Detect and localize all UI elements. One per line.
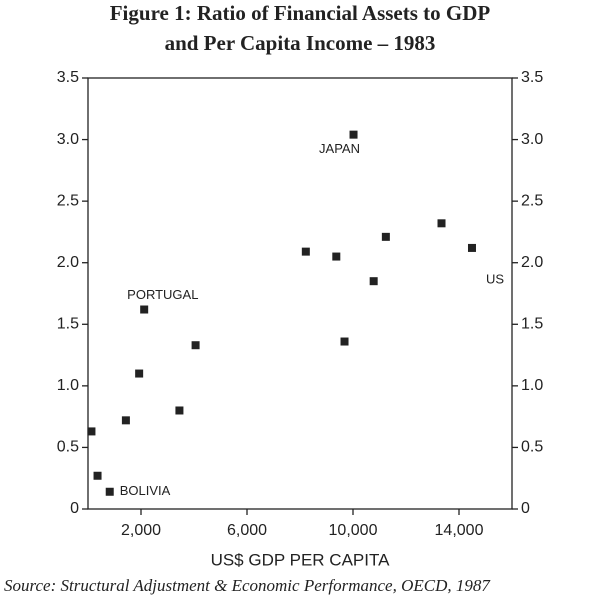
y2-tick-label: 2.5 <box>521 192 543 209</box>
y2-tick-label: 3.0 <box>521 131 543 148</box>
point <box>467 243 476 252</box>
point-label: BOLIVIA <box>120 483 171 498</box>
point <box>121 416 130 425</box>
point <box>369 277 378 286</box>
source-note: Source: Structural Adjustment & Economic… <box>4 576 491 595</box>
y2-tick-label: 0 <box>521 500 530 517</box>
y2-tick-label: 1.5 <box>521 316 543 333</box>
point-label: US <box>486 271 504 286</box>
x-tick-label: 2,000 <box>121 522 161 539</box>
y2-tick-label: 3.5 <box>521 69 543 86</box>
y2-tick-label: 0.5 <box>521 439 543 456</box>
x-tick-label: 10,000 <box>329 522 378 539</box>
point <box>175 406 184 415</box>
x-axis-label: US$ GDP PER CAPITA <box>211 550 391 569</box>
point <box>140 305 149 314</box>
point-label: JAPAN <box>319 141 360 156</box>
y2-tick-label: 1.0 <box>521 377 543 394</box>
plot-frame <box>87 77 513 510</box>
y-tick-label: 0 <box>70 500 79 517</box>
chart-title: and Per Capita Income – 1983 <box>165 31 436 55</box>
x-tick-label: 6,000 <box>227 522 267 539</box>
y-tick-label: 0.5 <box>57 439 79 456</box>
x-tick-label: 14,000 <box>435 522 484 539</box>
point-label: PORTUGAL <box>127 287 198 302</box>
point <box>105 487 114 496</box>
y-tick-label: 3.0 <box>57 131 79 148</box>
y-tick-label: 3.5 <box>57 69 79 86</box>
chart-title: Figure 1: Ratio of Financial Assets to G… <box>110 1 491 25</box>
point <box>349 130 358 139</box>
point <box>301 247 310 256</box>
y-tick-label: 2.0 <box>57 254 79 271</box>
point <box>87 427 96 436</box>
point <box>135 369 144 378</box>
point <box>340 337 349 346</box>
y2-tick-label: 2.0 <box>521 254 543 271</box>
point <box>381 232 390 241</box>
point <box>191 341 200 350</box>
point <box>437 219 446 228</box>
y-tick-label: 1.0 <box>57 377 79 394</box>
y-tick-label: 2.5 <box>57 192 79 209</box>
y-tick-label: 1.5 <box>57 316 79 333</box>
point <box>332 252 341 261</box>
point <box>93 471 102 480</box>
